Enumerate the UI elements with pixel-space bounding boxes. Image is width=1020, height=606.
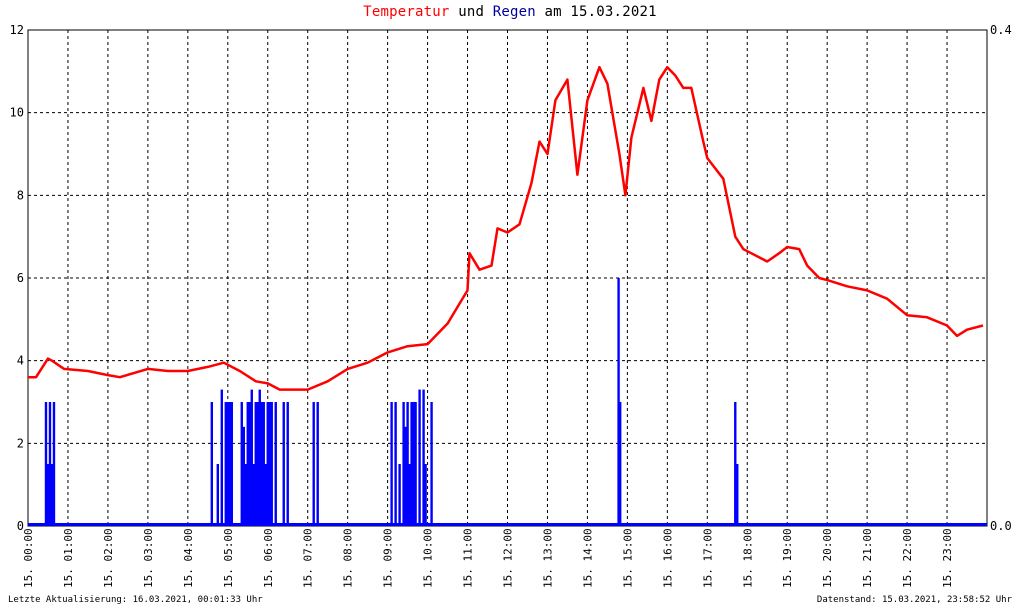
rain-bar (210, 402, 214, 526)
rain-bar (52, 402, 56, 526)
last-update-label: Letzte Aktualisierung: 16.03.2021, 00:01… (8, 595, 263, 605)
x-tick-label: 15. 19:00 (781, 528, 794, 588)
rain-bar (46, 464, 50, 526)
rain-bar (258, 389, 261, 526)
rain-bar (226, 402, 229, 526)
y-tick-label-left: 4 (17, 354, 24, 368)
rain-bar (268, 402, 271, 526)
x-tick-label: 15. 07:00 (302, 528, 315, 588)
x-tick-label: 15. 16:00 (661, 528, 674, 588)
y-tick-label-left: 12 (10, 23, 24, 37)
rain-bar (282, 402, 285, 526)
rain-bar (228, 402, 231, 526)
rain-bar (402, 402, 405, 526)
x-tick-label: 15. 21:00 (861, 528, 874, 588)
x-tick-label: 15. 15:00 (621, 528, 634, 588)
y-tick-label-left: 0 (17, 519, 24, 533)
rain-bar (240, 402, 243, 526)
rain-bar (316, 402, 319, 526)
rain-bar (266, 402, 269, 526)
rain-bar (736, 464, 739, 526)
rain-bar (260, 402, 263, 526)
x-tick-label: 15. 08:00 (342, 528, 355, 588)
rain-bar (246, 402, 249, 526)
rain-bar (274, 402, 277, 526)
x-tick-label: 15. 06:00 (262, 528, 275, 588)
rain-bar (404, 426, 407, 526)
rain-bar (406, 402, 409, 526)
rain-bar (220, 389, 223, 526)
rain-bar (242, 426, 245, 526)
x-tick-label: 15. 14:00 (581, 528, 594, 588)
rain-bar (48, 402, 52, 526)
rain-bar (398, 464, 401, 526)
rain-bar (410, 402, 413, 526)
y-tick-label-left: 8 (17, 188, 24, 202)
x-tick-label: 15. 05:00 (222, 528, 235, 588)
rain-bar (424, 464, 427, 526)
rain-bar (216, 464, 220, 526)
title-und: und (458, 4, 485, 20)
x-tick-label: 15. 10:00 (422, 528, 435, 588)
rain-bar (270, 402, 273, 526)
y-tick-label-right: 0.4 (990, 23, 1012, 37)
rain-bar (230, 402, 233, 526)
rain-bar (618, 402, 622, 526)
rain-bar (254, 402, 257, 526)
rain-bar (418, 389, 421, 526)
rain-bar (264, 464, 267, 526)
rain-bar (734, 402, 737, 526)
rain-bar (44, 402, 48, 526)
title-date: am 15.03.2021 (544, 4, 657, 20)
rain-bar (408, 464, 411, 526)
temperature-line (28, 65, 984, 391)
rain-bar (256, 402, 259, 526)
x-tick-label: 15. 22:00 (901, 528, 914, 588)
chart-title: Temperatur und Regen am 15.03.2021 (0, 4, 1020, 20)
rain-bar (412, 402, 415, 526)
rain-bar (50, 464, 54, 526)
rain-bar (286, 402, 289, 526)
title-rain: Regen (492, 4, 536, 20)
y-tick-label-left: 2 (17, 436, 24, 450)
rain-bar (414, 402, 417, 526)
x-tick-label: 15. 17:00 (701, 528, 714, 588)
rain-bar (390, 402, 393, 526)
x-tick-label: 15. 11:00 (462, 528, 475, 588)
rain-bar (262, 402, 265, 526)
x-tick-label: 15. 13:00 (541, 528, 554, 588)
rain-bar (422, 389, 425, 526)
x-tick-label: 15. 23:00 (941, 528, 954, 588)
x-tick-label: 15. 12:00 (502, 528, 515, 588)
rain-bar (248, 402, 251, 526)
rain-bar (617, 278, 620, 526)
rain-bar (430, 402, 433, 526)
x-tick-label: 15. 02:00 (102, 528, 115, 588)
data-status-label: Datenstand: 15.03.2021, 23:58:52 Uhr (816, 595, 1012, 605)
rain-bar (250, 389, 253, 526)
y-tick-label-left: 6 (17, 271, 24, 285)
rain-bar (224, 402, 227, 526)
rain-bar (312, 402, 315, 526)
x-tick-label: 15. 00:00 (22, 528, 35, 588)
y-tick-label-right: 0.0 (990, 519, 1012, 533)
x-tick-label: 15. 18:00 (741, 528, 754, 588)
x-tick-label: 15. 04:00 (182, 528, 195, 588)
x-tick-label: 15. 01:00 (62, 528, 75, 588)
y-tick-label-left: 10 (10, 106, 24, 120)
rain-bar (252, 464, 255, 526)
x-tick-label: 15. 20:00 (821, 528, 834, 588)
rain-bar (244, 464, 247, 526)
x-tick-label: 15. 09:00 (382, 528, 395, 588)
title-temperature: Temperatur (363, 4, 450, 20)
rain-bar (394, 402, 397, 526)
x-tick-label: 15. 03:00 (142, 528, 155, 588)
